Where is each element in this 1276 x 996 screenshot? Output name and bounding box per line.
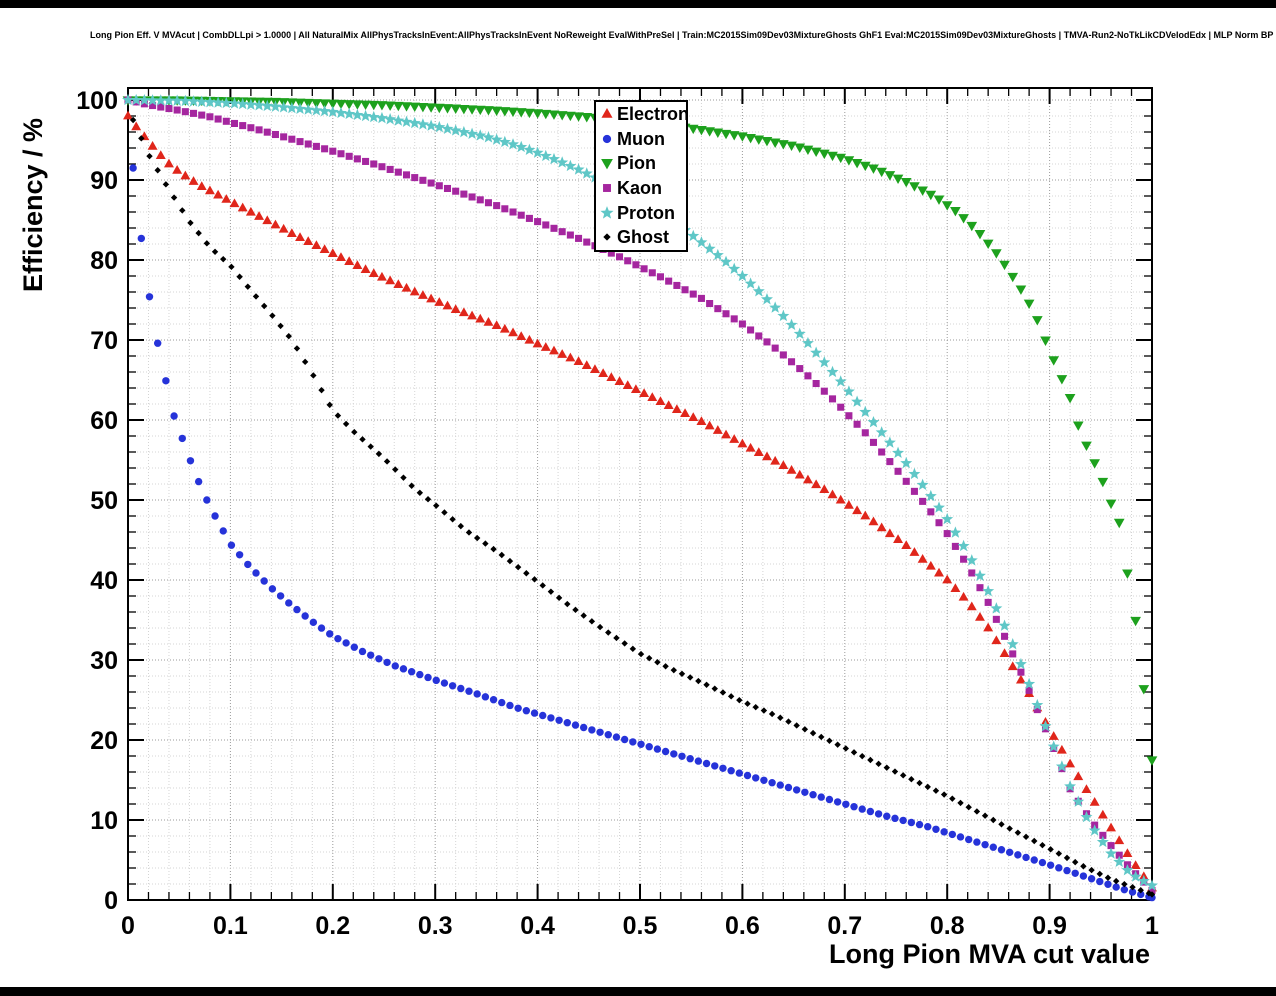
legend-label: Muon [617,128,665,149]
svg-text:80: 80 [90,247,118,275]
svg-text:0.8: 0.8 [930,912,965,940]
series-muon [129,164,1156,902]
svg-text:0.4: 0.4 [520,912,555,940]
svg-text:0.1: 0.1 [213,912,248,940]
svg-text:50: 50 [90,487,118,515]
svg-text:0: 0 [121,912,135,940]
svg-text:0.2: 0.2 [315,912,350,940]
svg-text:40: 40 [90,567,118,595]
legend-label: Proton [617,202,675,223]
svg-text:1: 1 [1145,912,1159,940]
svg-text:0.9: 0.9 [1032,912,1067,940]
ghost-marker-icon [603,233,611,241]
electron-marker-icon [601,108,613,119]
legend-item-pion: Pion [596,151,686,176]
window-bottom-bar [0,987,1276,996]
svg-text:Long Pion MVA cut value: Long Pion MVA cut value [829,939,1150,969]
plot-title: Long Pion Eff. V MVAcut | CombDLLpi > 1.… [90,30,1276,40]
svg-text:20: 20 [90,727,118,755]
legend-label: Pion [617,153,656,174]
svg-text:0.5: 0.5 [623,912,658,940]
svg-text:70: 70 [90,327,118,355]
legend-item-electron: Electron [596,102,690,127]
legend-item-proton: Proton [596,200,686,225]
legend: Electron Muon Pion Kaon Proton Ghost [594,100,690,252]
series-ghost [129,116,1156,898]
svg-text:10: 10 [90,807,118,835]
legend-item-kaon: Kaon [596,176,686,201]
legend-item-muon: Muon [596,127,686,152]
proton-marker-icon [600,205,614,219]
legend-item-ghost: Ghost [596,225,686,250]
muon-marker-icon [602,134,612,144]
svg-text:0.3: 0.3 [418,912,453,940]
svg-text:0.7: 0.7 [827,912,862,940]
kaon-marker-icon [603,184,611,193]
pion-marker-icon [601,159,613,170]
svg-text:90: 90 [90,167,118,195]
svg-text:30: 30 [90,647,118,675]
svg-text:0.6: 0.6 [725,912,760,940]
legend-label: Electron [617,104,690,125]
svg-text:0: 0 [104,887,118,915]
legend-label: Kaon [617,178,662,199]
svg-text:60: 60 [90,407,118,435]
window-top-bar [0,0,1276,8]
svg-text:Efficiency / %: Efficiency / % [18,118,48,292]
legend-label: Ghost [617,227,669,248]
svg-text:100: 100 [76,87,118,115]
